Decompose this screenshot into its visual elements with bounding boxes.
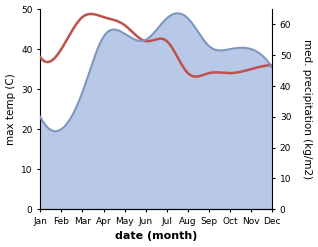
Y-axis label: med. precipitation (kg/m2): med. precipitation (kg/m2) [302, 39, 313, 179]
X-axis label: date (month): date (month) [115, 231, 197, 242]
Y-axis label: max temp (C): max temp (C) [5, 73, 16, 145]
